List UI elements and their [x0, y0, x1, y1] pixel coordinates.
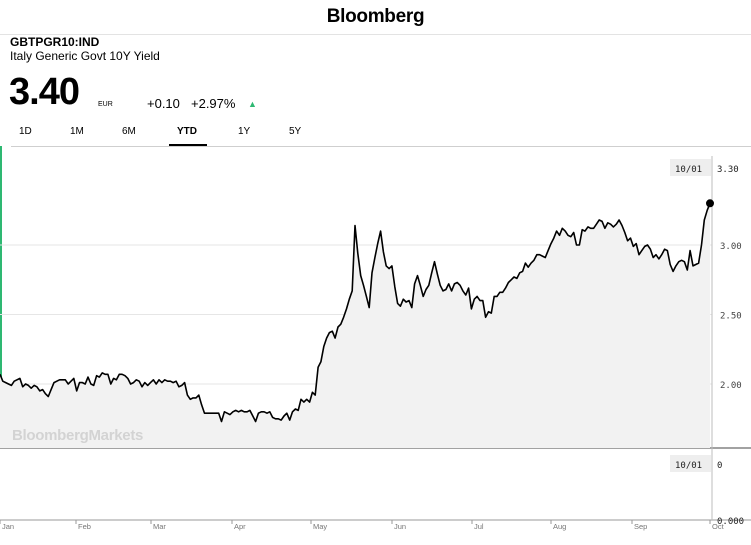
price-value: 3.40: [9, 71, 80, 113]
up-triangle-icon: ▲: [248, 99, 257, 109]
current-date-label: 10/01: [675, 165, 702, 175]
bloomberg-logo[interactable]: Bloomberg: [326, 6, 425, 27]
x-tick-label: Apr: [234, 522, 246, 531]
y-tick-label: 2.50: [720, 312, 742, 322]
x-tick-label: May: [313, 522, 327, 531]
left-accent-bar: [0, 146, 2, 386]
bloomberg-markets-watermark: BloombergMarkets: [12, 427, 144, 444]
price-change: +0.10: [147, 96, 180, 111]
x-tick-label: Jun: [394, 522, 406, 531]
tab-ytd[interactable]: YTD: [177, 126, 197, 137]
active-tab-indicator: [169, 144, 207, 146]
price-change-percent: +2.97%: [191, 96, 236, 111]
sub-value-label: 0: [717, 461, 722, 471]
security-name: Italy Generic Govt 10Y Yield: [10, 49, 160, 63]
tab-5y[interactable]: 5Y: [289, 126, 302, 137]
y-tick-label: 3.00: [720, 242, 742, 252]
current-value-label: 3.30: [717, 165, 739, 175]
x-tick-label: Mar: [153, 522, 166, 531]
price-currency: EUR: [98, 101, 113, 108]
current-date-box: [670, 159, 711, 176]
x-tick-label: Aug: [553, 522, 566, 531]
y-tick-label: 2.00: [720, 381, 742, 391]
x-tick-label: Feb: [78, 522, 91, 531]
site-header: Bloomberg: [0, 0, 751, 35]
chart-area-fill: [0, 203, 710, 448]
x-tick-label: Jan: [2, 522, 14, 531]
tab-1m[interactable]: 1M: [70, 126, 84, 137]
x-tick-label: Oct: [712, 522, 725, 531]
security-ticker: GBTPGR10:IND: [10, 35, 100, 49]
series-line: [0, 203, 711, 423]
timeframe-tabs: 1D 1M 6M YTD 1Y 5Y: [0, 126, 751, 146]
tab-6m[interactable]: 6M: [122, 126, 136, 137]
tab-1y[interactable]: 1Y: [238, 126, 251, 137]
chart-labels: Jan Feb Mar Apr May Jun Jul Aug Sep Oct 3.00 2.50 2.…: [2, 159, 744, 531]
sub-date-box: [670, 455, 711, 472]
x-tick-label: Sep: [634, 522, 647, 531]
tab-1d[interactable]: 1D: [19, 126, 32, 137]
sub-zero-label: 0.000: [717, 517, 744, 527]
sub-date-label: 10/01: [675, 461, 702, 471]
x-tick-label: Jul: [474, 522, 484, 531]
last-point-marker: [706, 199, 714, 208]
tabs-divider: [11, 146, 751, 147]
